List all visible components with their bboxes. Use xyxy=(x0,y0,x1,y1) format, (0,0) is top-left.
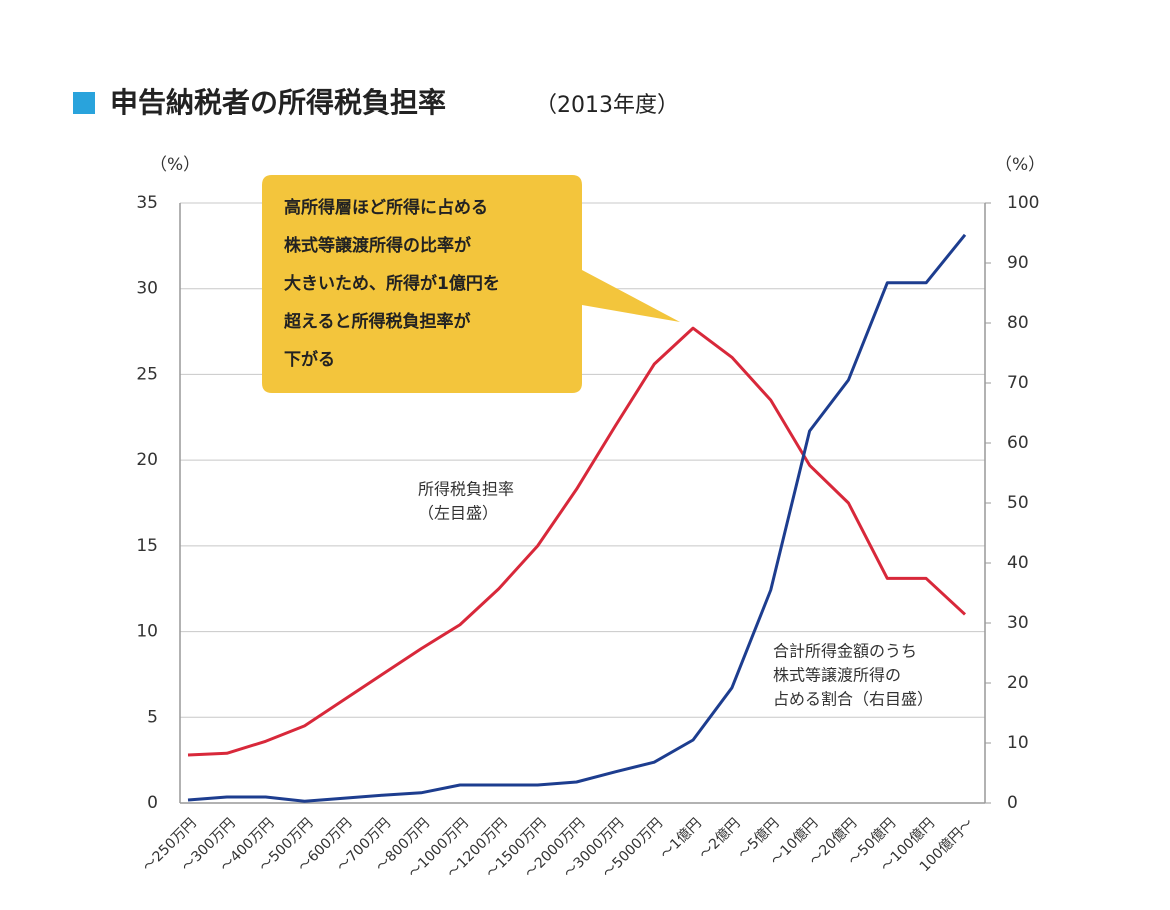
title-marker xyxy=(73,92,95,114)
y2-tick-label: 40 xyxy=(1007,553,1029,573)
callout-text: 株式等譲渡所得の比率が xyxy=(284,235,471,256)
y-tick-label: 25 xyxy=(136,364,158,384)
callout-box xyxy=(262,175,680,393)
y2-tick-label: 100 xyxy=(1007,193,1039,213)
callout-text: 高所得層ほど所得に占める xyxy=(284,197,488,218)
callout-text: 大きいため、所得が1億円を xyxy=(284,273,500,294)
y-tick-label: 30 xyxy=(136,279,158,299)
series-label: 株式等譲渡所得の xyxy=(773,666,901,685)
callout-text: 下がる xyxy=(284,349,335,370)
y2-tick-label: 80 xyxy=(1007,313,1029,333)
y2-tick-label: 50 xyxy=(1007,493,1029,513)
y2-tick-label: 60 xyxy=(1007,433,1029,453)
y2-unit-label: （%） xyxy=(995,155,1045,175)
y2-tick-label: 70 xyxy=(1007,373,1029,393)
x-tick-label: ～2億円 xyxy=(696,815,743,862)
chart-title: 申告納税者の所得税負担率 xyxy=(110,86,446,119)
series-label: 合計所得金額のうち xyxy=(773,642,917,661)
y2-tick-label: 30 xyxy=(1007,613,1029,633)
series-line xyxy=(187,326,967,757)
y-tick-label: 0 xyxy=(147,793,158,813)
y-tick-label: 35 xyxy=(136,193,158,213)
series-label: 占める割合（右目盛） xyxy=(773,690,933,709)
chart-subtitle: （2013年度） xyxy=(535,93,679,118)
y2-tick-label: 90 xyxy=(1007,253,1029,273)
y-tick-label: 15 xyxy=(136,536,158,556)
y2-tick-label: 10 xyxy=(1007,733,1029,753)
series-label: 所得税負担率 xyxy=(418,480,514,499)
x-tick-label: ～1億円 xyxy=(657,815,704,862)
y2-tick-label: 0 xyxy=(1007,793,1018,813)
y-unit-label: （%） xyxy=(150,155,200,175)
series-line xyxy=(187,233,967,803)
y-tick-label: 10 xyxy=(136,622,158,642)
y-tick-label: 20 xyxy=(136,450,158,470)
callout-text: 超えると所得税負担率が xyxy=(284,311,471,332)
series-label: （左目盛） xyxy=(418,504,498,523)
y2-tick-label: 20 xyxy=(1007,673,1029,693)
y-tick-label: 5 xyxy=(147,707,158,727)
